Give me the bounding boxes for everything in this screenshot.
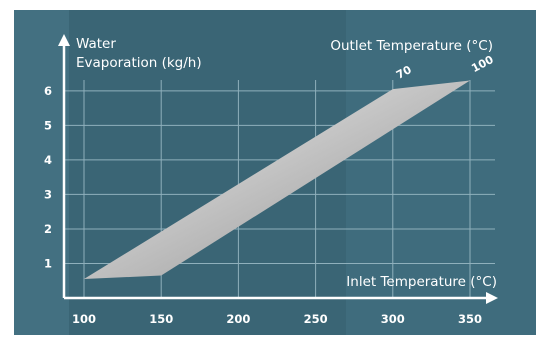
- y-tick-label: 1: [44, 256, 52, 270]
- legend-title: Outlet Temperature (°C): [330, 38, 493, 54]
- x-tick-label: 100: [72, 312, 96, 326]
- evaporation-band: [84, 80, 470, 280]
- evaporation-band-layer: [84, 80, 470, 280]
- axes: [58, 34, 498, 304]
- tick-labels: 100 150 200 250 300 350 1 2 3 4 5 6: [44, 84, 482, 326]
- y-axis-arrow: [58, 34, 70, 46]
- background-panel-right: [346, 10, 536, 335]
- x-tick-label: 200: [226, 312, 250, 326]
- y-axis-title-line-2: Evaporation (kg/h): [76, 55, 202, 71]
- x-tick-label: 350: [458, 312, 482, 326]
- y-tick-label: 3: [44, 187, 52, 201]
- y-axis-title-line-1: Water: [76, 36, 116, 52]
- y-tick-label: 4: [44, 153, 52, 167]
- x-axis-title: Inlet Temperature (°C): [346, 274, 497, 290]
- x-tick-label: 150: [149, 312, 173, 326]
- y-tick-label: 6: [44, 84, 52, 98]
- outlet-temperature-label: 70: [394, 63, 414, 82]
- y-tick-label: 5: [44, 118, 52, 132]
- x-tick-label: 250: [304, 312, 328, 326]
- x-axis-arrow: [486, 292, 498, 304]
- y-tick-label: 2: [44, 222, 52, 236]
- background-panel-left: [14, 10, 69, 335]
- x-tick-label: 300: [381, 312, 405, 326]
